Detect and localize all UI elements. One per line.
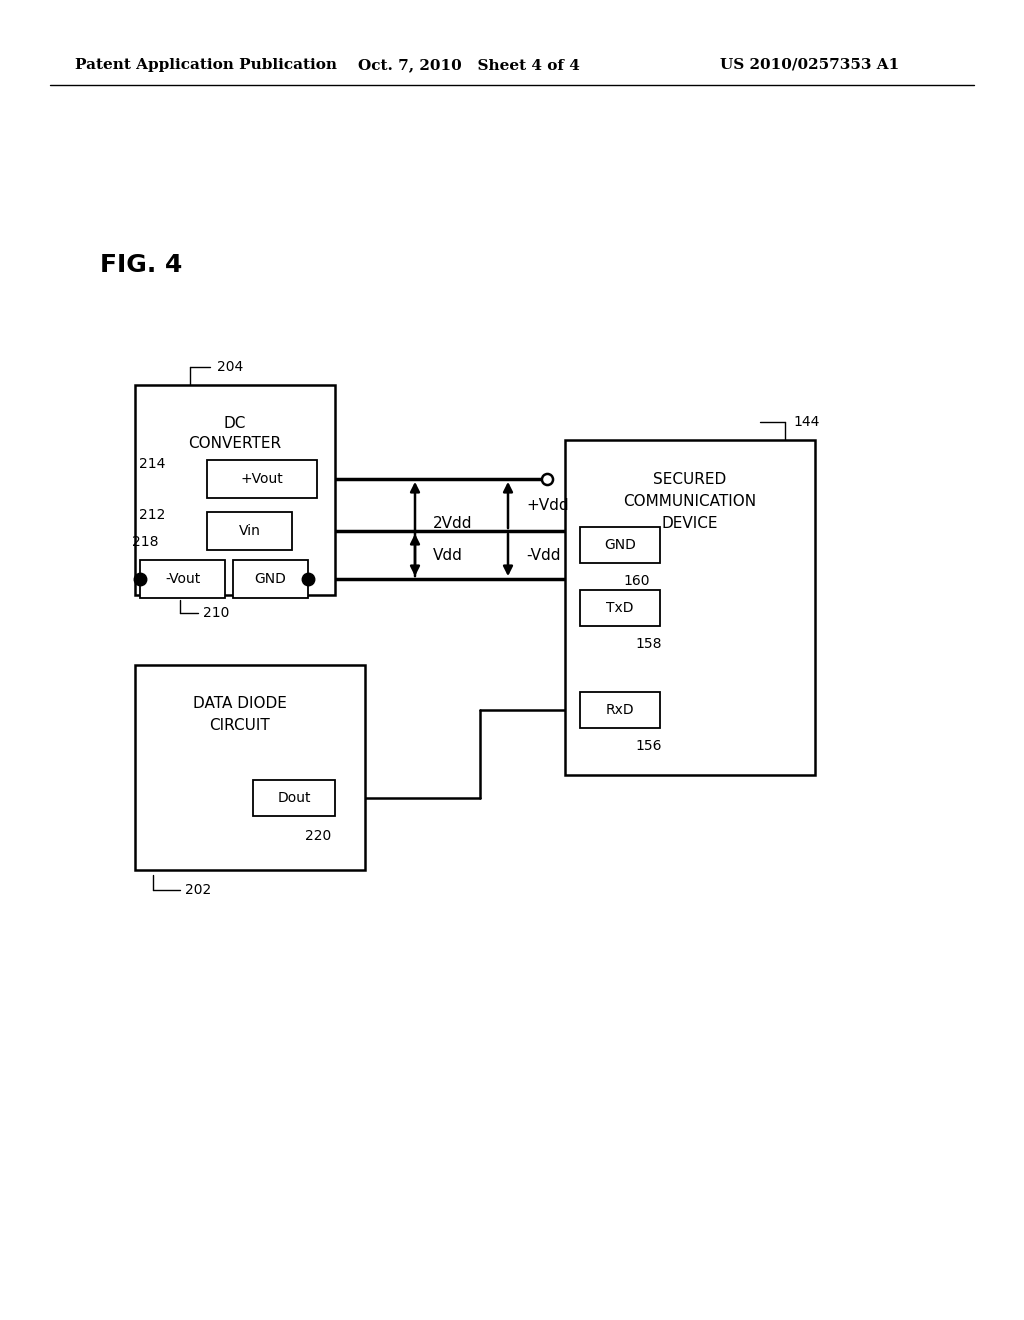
Bar <box>135 665 365 870</box>
Bar <box>580 692 660 729</box>
Bar <box>580 527 660 564</box>
Text: COMMUNICATION: COMMUNICATION <box>624 495 757 510</box>
Text: GND: GND <box>604 539 636 552</box>
Text: +Vdd: +Vdd <box>526 498 568 512</box>
Bar <box>207 512 292 550</box>
Text: 158: 158 <box>635 638 662 651</box>
Text: 210: 210 <box>203 606 229 620</box>
Bar <box>565 440 815 775</box>
Text: Dout: Dout <box>278 791 310 805</box>
Text: 156: 156 <box>635 739 662 752</box>
Text: FIG. 4: FIG. 4 <box>100 253 182 277</box>
Bar <box>580 590 660 626</box>
Text: Vdd: Vdd <box>433 548 463 562</box>
Text: 204: 204 <box>217 360 244 374</box>
Bar <box>135 385 335 595</box>
Text: 220: 220 <box>305 829 331 843</box>
Bar <box>253 780 335 816</box>
Text: DATA DIODE: DATA DIODE <box>194 696 287 710</box>
Text: Vin: Vin <box>239 524 260 539</box>
Text: RxD: RxD <box>605 704 634 717</box>
Text: 144: 144 <box>793 414 819 429</box>
Text: Patent Application Publication: Patent Application Publication <box>75 58 337 73</box>
Text: 202: 202 <box>185 883 211 898</box>
Bar <box>207 459 317 498</box>
Text: -Vdd: -Vdd <box>526 548 560 562</box>
Text: DEVICE: DEVICE <box>662 516 718 532</box>
Text: +Vout: +Vout <box>241 473 284 486</box>
Text: CONVERTER: CONVERTER <box>188 436 282 450</box>
Text: 218: 218 <box>132 535 159 549</box>
Text: 214: 214 <box>139 457 165 471</box>
Text: US 2010/0257353 A1: US 2010/0257353 A1 <box>720 58 899 73</box>
Text: -Vout: -Vout <box>165 572 200 586</box>
Text: 212: 212 <box>139 508 165 521</box>
Text: Oct. 7, 2010   Sheet 4 of 4: Oct. 7, 2010 Sheet 4 of 4 <box>358 58 580 73</box>
Text: GND: GND <box>255 572 287 586</box>
Bar <box>233 560 308 598</box>
Text: TxD: TxD <box>606 601 634 615</box>
Text: 2Vdd: 2Vdd <box>433 516 472 532</box>
Text: CIRCUIT: CIRCUIT <box>210 718 270 733</box>
Text: SECURED: SECURED <box>653 473 727 487</box>
Text: 160: 160 <box>623 574 649 587</box>
Text: DC: DC <box>224 416 246 430</box>
Bar <box>140 560 225 598</box>
